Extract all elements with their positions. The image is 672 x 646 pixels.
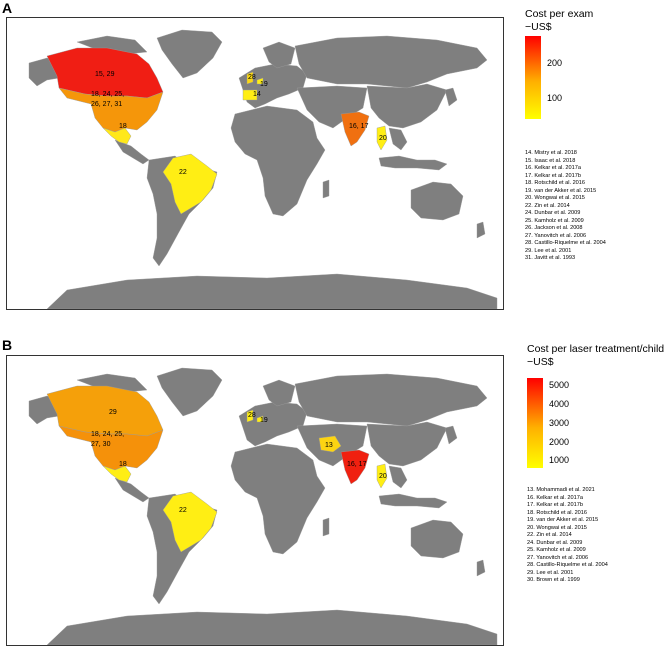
country-brazil xyxy=(162,153,218,215)
country-india xyxy=(340,449,370,485)
panel-a-world-map: 15, 29 18, 24, 25, 26, 27, 31 18 22 28 1… xyxy=(6,17,504,310)
country-thailand xyxy=(376,125,388,151)
reference-item: 17. Kelkar et al. 2017b xyxy=(527,502,583,508)
greenland xyxy=(156,29,223,79)
reference-item: 27. Yanovitch et al. 2006 xyxy=(527,554,589,561)
label-iran: 13 xyxy=(325,442,333,449)
africa xyxy=(230,105,326,217)
label-thailand: 20 xyxy=(379,135,387,142)
reference-item: 28. Castillo-Riquelme et al. 2004 xyxy=(525,240,606,246)
panel-a-legend-title-line2: −US$ xyxy=(525,21,552,33)
reference-item: 24. Dunbar et al. 2009 xyxy=(527,539,583,546)
label-brazil: 22 xyxy=(179,169,187,176)
label-mexico: 18 xyxy=(119,461,127,468)
country-iran xyxy=(318,435,342,453)
reference-item: 20. Wongwai et al. 2015 xyxy=(525,195,585,201)
indonesia xyxy=(378,155,448,171)
reference-item: 30. Brown et al. 1999 xyxy=(527,577,580,583)
reference-item: 25. Kamholz et al. 2009 xyxy=(525,217,584,224)
label-netherlands: 19 xyxy=(260,417,268,424)
country-netherlands xyxy=(256,77,264,85)
country-mexico xyxy=(102,127,132,145)
country-india xyxy=(340,111,370,147)
japan xyxy=(444,87,458,107)
europe xyxy=(238,63,308,109)
reference-item: 16. Kelkar et al. 2017a xyxy=(527,494,583,501)
label-usa-line2: 26, 27, 31 xyxy=(91,101,122,108)
panel-b-legend-title-line1: Cost per laser treatment/child xyxy=(527,343,665,355)
east-asia xyxy=(366,83,448,129)
reference-item: 28. Castillo-Riquelme et al. 2004 xyxy=(527,562,608,568)
panel-b-legend-title-line2: −US$ xyxy=(527,356,554,368)
scandinavia xyxy=(262,41,296,69)
reference-item: 22. Zin et al. 2014 xyxy=(527,532,572,538)
reference-item: 18. Rotschild et al. 2016 xyxy=(527,509,588,516)
panel-b-tick-3000: 3000 xyxy=(549,418,570,428)
panel-b-tick-1000: 1000 xyxy=(549,455,570,465)
label-usa-line1: 18, 24, 25, xyxy=(91,91,124,98)
label-canada: 29 xyxy=(109,409,117,416)
label-usa-line2: 27, 30 xyxy=(91,441,111,448)
antarctica xyxy=(46,273,498,309)
panel-b-letter: B xyxy=(2,337,13,353)
reference-item: 24. Dunbar et al. 2009 xyxy=(525,210,581,216)
panel-b-tick-5000: 5000 xyxy=(549,380,570,390)
panel-b-references: 13. Mohammadi et al. 2021 16. Kelkar et a… xyxy=(527,487,608,585)
panel-a-tick-100: 100 xyxy=(547,93,563,103)
label-brazil: 22 xyxy=(179,507,187,514)
southeast-asia xyxy=(388,127,408,151)
panel-b-tick-4000: 4000 xyxy=(549,399,570,409)
reference-item: 19. van der Akker et al. 2015 xyxy=(525,187,597,194)
country-uk xyxy=(246,409,254,423)
reference-item: 22. Zin et al. 2014 xyxy=(525,202,570,209)
label-thailand: 20 xyxy=(379,473,387,480)
reference-item: 15. Isaac et al. 2018 xyxy=(525,157,576,164)
madagascar xyxy=(322,179,330,199)
label-canada: 15, 29 xyxy=(95,71,115,78)
panel-a-references: 14. Mistry et al. 2018 15. Isaac et al. 2… xyxy=(525,150,606,263)
reference-item: 29. Lee et al. 2001 xyxy=(525,247,572,254)
panel-a-tick-200: 200 xyxy=(547,58,563,68)
new-zealand xyxy=(476,221,486,239)
label-uk: 28 xyxy=(248,412,256,419)
panel-b-tick-2000: 2000 xyxy=(549,437,570,447)
reference-item: 27. Yanovitch et al. 2006 xyxy=(525,232,587,239)
label-uk: 28 xyxy=(248,74,256,81)
reference-item: 17. Kelkar et al. 2017b xyxy=(525,172,581,179)
country-thailand xyxy=(376,463,388,489)
panel-a-letter: A xyxy=(2,0,13,16)
reference-item: 19. van der Akker et al. 2015 xyxy=(527,517,599,523)
country-mexico xyxy=(102,465,132,483)
reference-item: 16. Kelkar et al. 2017a xyxy=(525,165,581,171)
country-brazil xyxy=(162,491,218,553)
reference-item: 31. Javitt et al. 1993 xyxy=(525,255,576,261)
label-india: 16, 17 xyxy=(349,123,369,130)
country-spain xyxy=(242,89,258,101)
australia xyxy=(410,181,464,221)
country-usa xyxy=(58,87,164,133)
reference-item: 13. Mohammadi et al. 2021 xyxy=(527,487,595,493)
country-usa xyxy=(58,425,164,471)
panel-a-legend-title-line1: Cost per exam xyxy=(525,8,594,20)
label-spain: 14 xyxy=(253,91,261,98)
reference-item: 25. Kamholz et al. 2009 xyxy=(527,547,586,553)
north-asia xyxy=(294,35,488,89)
reference-item: 20. Wongwai et al. 2015 xyxy=(527,524,587,531)
reference-item: 26. Jackson et al. 2008 xyxy=(525,225,583,231)
reference-item: 29. Lee et al. 2001 xyxy=(527,569,574,576)
panel-b-color-scale xyxy=(527,378,543,468)
label-usa-line1: 18, 24, 25, xyxy=(91,431,124,438)
country-uk xyxy=(246,71,254,85)
label-netherlands: 19 xyxy=(260,81,268,88)
central-america xyxy=(114,139,150,165)
reference-item: 14. Mistry et al. 2018 xyxy=(525,150,577,156)
panel-b-world-map: 29 18, 24, 25, 27, 30 18 22 28 19 13 16,… xyxy=(6,355,504,646)
label-india: 16, 17 xyxy=(347,461,367,468)
panel-a-color-scale xyxy=(525,36,541,119)
country-netherlands xyxy=(256,415,264,423)
label-mexico: 18 xyxy=(119,123,127,130)
reference-item: 18. Rotschild et al. 2016 xyxy=(525,180,586,186)
